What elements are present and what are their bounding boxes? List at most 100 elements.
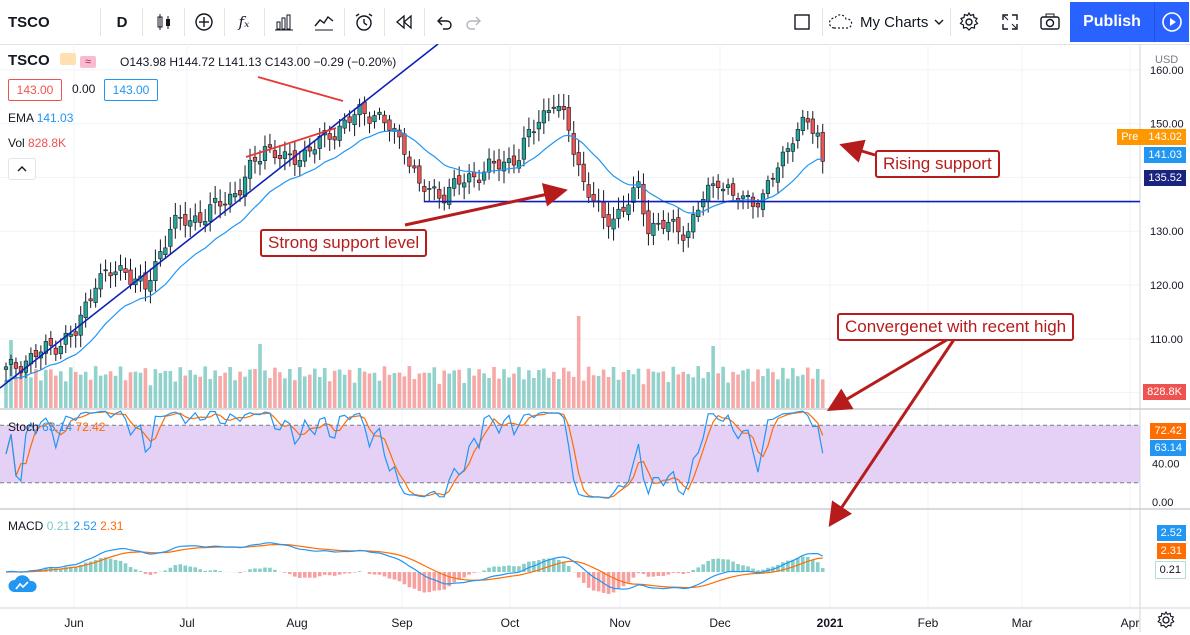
candle-body <box>228 194 232 204</box>
volume-bar <box>547 378 551 408</box>
legend-symbol: TSCO <box>8 52 50 69</box>
macd-histogram-bar <box>612 572 616 592</box>
volume-bar <box>681 372 685 408</box>
volume-bar <box>393 373 397 408</box>
macd-histogram-bar <box>393 572 397 580</box>
macd-histogram-bar <box>343 572 347 574</box>
volume-bar <box>313 369 317 408</box>
volume-bar <box>188 370 192 408</box>
collapse-legend-button[interactable] <box>8 158 36 180</box>
candle-body <box>492 161 496 163</box>
symbol-search-button[interactable]: TSCO <box>8 6 68 38</box>
candle-body <box>179 217 183 218</box>
candle-body <box>114 272 118 275</box>
financials-button[interactable] <box>270 6 298 38</box>
ema-legend: EMA 141.03 <box>8 111 73 125</box>
volume-bar <box>84 372 88 408</box>
layout-menu-button[interactable]: My Charts <box>828 6 946 38</box>
volume-bar <box>283 378 287 408</box>
macd-histogram-bar <box>652 572 656 577</box>
fullscreen-toggle-button[interactable] <box>788 6 816 38</box>
symbol-label: TSCO <box>8 14 50 31</box>
candle-body <box>612 219 616 229</box>
volume-bar <box>477 369 481 408</box>
candle-body <box>796 129 800 140</box>
macd-histogram-bar <box>114 560 118 572</box>
layout-name: My Charts <box>860 14 928 31</box>
tradingview-logo[interactable] <box>8 572 38 596</box>
candle-body <box>418 166 422 183</box>
play-button[interactable] <box>1154 2 1189 42</box>
candle-body <box>188 221 192 227</box>
candle-body <box>467 174 471 182</box>
volume-bar <box>423 373 427 408</box>
stoch-tick-label: 40.00 <box>1152 459 1180 471</box>
macd-histogram-bar <box>388 572 392 579</box>
candle-body <box>672 219 676 221</box>
ask-box[interactable]: 143.00 <box>104 79 158 101</box>
support-arrow <box>405 191 562 225</box>
macd-histogram-bar <box>681 572 685 574</box>
macd-histogram-bar <box>323 572 327 575</box>
ema-price-tag: 141.03 <box>1144 147 1186 163</box>
chart-settings-button[interactable] <box>1156 610 1176 635</box>
candle-body <box>169 229 173 246</box>
settings-button[interactable] <box>955 6 983 38</box>
fullscreen-button[interactable] <box>996 6 1024 38</box>
volume-bar <box>54 376 58 408</box>
macd-histogram-bar <box>398 572 402 581</box>
volume-bar <box>14 378 18 408</box>
macd-histogram-bar <box>706 561 710 572</box>
templates-button[interactable] <box>310 6 338 38</box>
interval-button[interactable]: D <box>108 6 136 38</box>
volume-bar <box>776 379 780 408</box>
candle-body <box>627 205 631 215</box>
rising-support-callout: Rising support <box>875 150 1000 178</box>
candle-body <box>308 147 312 151</box>
candle-body <box>746 195 750 196</box>
volume-bar <box>323 368 327 408</box>
macd-histogram-bar <box>567 566 571 572</box>
macd-histogram-bar <box>582 572 586 583</box>
bid-box[interactable]: 143.00 <box>8 79 62 101</box>
volume-bar <box>562 368 566 408</box>
candle-body <box>811 119 815 133</box>
candles-style-button[interactable] <box>150 6 178 38</box>
candle-body <box>587 185 591 198</box>
volume-bar <box>408 366 412 408</box>
macd-histogram-bar <box>672 572 676 573</box>
candle-body <box>378 112 382 114</box>
volume-bar <box>413 379 417 408</box>
candle-body <box>781 152 785 166</box>
macd-histogram-bar <box>188 567 192 572</box>
trendline-rising <box>0 44 438 388</box>
price-tick-label: 120.00 <box>1150 280 1184 292</box>
snapshot-button[interactable] <box>1036 6 1064 38</box>
ema-label: EMA <box>8 111 33 125</box>
macd-histogram-bar <box>109 559 113 572</box>
plus-circle-icon <box>194 12 214 32</box>
vol-label: Vol <box>8 136 25 150</box>
redo-button[interactable] <box>460 6 488 38</box>
alert-button[interactable] <box>350 6 378 38</box>
macd-histogram-bar <box>462 572 466 578</box>
volume-bar <box>602 370 606 408</box>
volume-bar <box>816 369 820 408</box>
macd-line-value: 2.52 <box>73 519 96 533</box>
time-tick-label: Apr <box>1121 616 1140 630</box>
candle-body <box>632 188 636 203</box>
compare-button[interactable] <box>190 6 218 38</box>
replay-button[interactable] <box>390 6 418 38</box>
macd-histogram-bar <box>164 570 168 572</box>
undo-button[interactable] <box>430 6 458 38</box>
volume-bar <box>358 368 362 408</box>
candle-body <box>647 211 651 234</box>
indicators-button[interactable]: 𝑓ₓ <box>230 6 258 38</box>
macd-histogram-bar <box>627 572 631 583</box>
volume-bar <box>428 373 432 408</box>
publish-button[interactable]: Publish <box>1070 2 1154 42</box>
candle-body <box>592 194 596 201</box>
macd-histogram-bar <box>198 569 202 572</box>
macd-histogram-bar <box>662 572 666 576</box>
candle-body <box>74 332 78 336</box>
